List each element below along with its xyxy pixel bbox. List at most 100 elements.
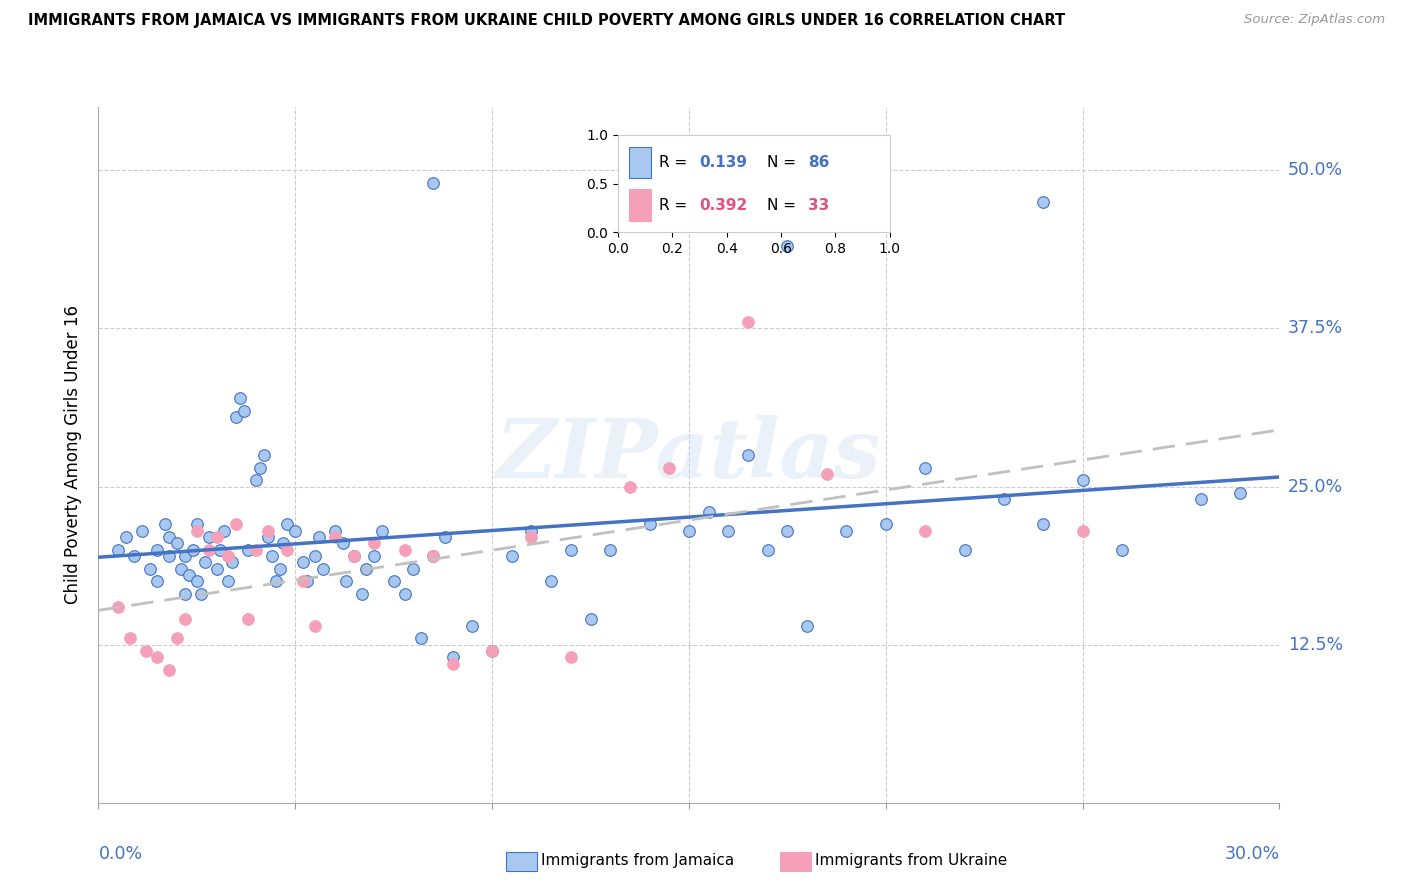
Point <box>914 524 936 538</box>
Text: Immigrants from Ukraine: Immigrants from Ukraine <box>815 854 1008 868</box>
Point <box>323 530 346 544</box>
Point <box>225 517 247 532</box>
Point <box>256 524 278 538</box>
Text: 0.139: 0.139 <box>700 154 748 169</box>
Point <box>520 524 543 538</box>
Point <box>146 542 169 557</box>
Point <box>363 536 385 550</box>
Point <box>209 542 232 557</box>
Point <box>276 542 298 557</box>
Point <box>312 562 335 576</box>
Point <box>332 536 354 550</box>
Text: IMMIGRANTS FROM JAMAICA VS IMMIGRANTS FROM UKRAINE CHILD POVERTY AMONG GIRLS UND: IMMIGRANTS FROM JAMAICA VS IMMIGRANTS FR… <box>28 13 1066 29</box>
Point <box>756 542 779 557</box>
Point <box>174 612 197 626</box>
Text: Source: ZipAtlas.com: Source: ZipAtlas.com <box>1244 13 1385 27</box>
Point <box>1071 473 1094 487</box>
Point <box>540 574 562 589</box>
Text: R =: R = <box>659 197 692 212</box>
Point <box>292 574 315 589</box>
Point <box>197 530 219 544</box>
Text: 12.5%: 12.5% <box>1288 636 1343 654</box>
Point <box>245 473 267 487</box>
Point <box>308 530 330 544</box>
Point <box>993 492 1015 507</box>
Point <box>433 530 456 544</box>
Point <box>658 460 681 475</box>
Point <box>599 542 621 557</box>
Point <box>776 239 799 253</box>
Point <box>233 403 256 417</box>
Point <box>174 587 197 601</box>
Text: Immigrants from Jamaica: Immigrants from Jamaica <box>541 854 734 868</box>
Point <box>776 524 799 538</box>
Point <box>174 549 197 563</box>
Point <box>166 536 188 550</box>
Point <box>835 524 858 538</box>
Point <box>382 574 405 589</box>
Bar <box>628 189 651 220</box>
Text: ZIPatlas: ZIPatlas <box>496 415 882 495</box>
Text: 25.0%: 25.0% <box>1288 477 1343 496</box>
Bar <box>628 146 651 178</box>
Point <box>194 556 217 570</box>
Text: 0.392: 0.392 <box>700 197 748 212</box>
Point <box>205 530 228 544</box>
Point <box>560 650 582 665</box>
Point <box>264 574 287 589</box>
Point <box>422 549 444 563</box>
Point <box>260 549 283 563</box>
Point <box>256 530 278 544</box>
Point <box>186 517 208 532</box>
Point <box>441 650 464 665</box>
Point <box>422 176 444 190</box>
Point <box>619 479 641 493</box>
Point <box>205 562 228 576</box>
Point <box>304 618 326 632</box>
Point <box>166 632 188 646</box>
Text: 50.0%: 50.0% <box>1288 161 1343 179</box>
Point <box>170 562 193 576</box>
Point <box>501 549 523 563</box>
Point <box>402 562 425 576</box>
Point <box>138 562 160 576</box>
Point <box>157 663 180 677</box>
Text: 37.5%: 37.5% <box>1288 319 1343 337</box>
Point <box>354 562 377 576</box>
Point <box>118 632 141 646</box>
Point <box>371 524 394 538</box>
Point <box>422 549 444 563</box>
Point <box>481 644 503 658</box>
Point <box>197 542 219 557</box>
Point <box>363 549 385 563</box>
Point <box>236 612 259 626</box>
Point <box>217 549 239 563</box>
Text: 0.0%: 0.0% <box>98 845 142 863</box>
Point <box>875 517 897 532</box>
Point <box>190 587 212 601</box>
Point <box>181 542 204 557</box>
Point <box>284 524 307 538</box>
Point <box>186 574 208 589</box>
Point <box>253 448 276 462</box>
Point <box>214 524 236 538</box>
Point <box>737 448 759 462</box>
Point <box>678 524 700 538</box>
Point <box>796 618 818 632</box>
Point <box>186 524 208 538</box>
Point <box>217 574 239 589</box>
Point <box>697 505 720 519</box>
Point <box>394 587 416 601</box>
Point <box>146 650 169 665</box>
Point <box>1071 524 1094 538</box>
Point <box>107 599 129 614</box>
Point <box>295 574 318 589</box>
Point <box>229 391 252 405</box>
Point <box>304 549 326 563</box>
Point <box>1229 486 1251 500</box>
Point <box>177 568 200 582</box>
Point <box>481 644 503 658</box>
Point <box>717 524 740 538</box>
Point <box>1032 517 1054 532</box>
Point <box>343 549 366 563</box>
